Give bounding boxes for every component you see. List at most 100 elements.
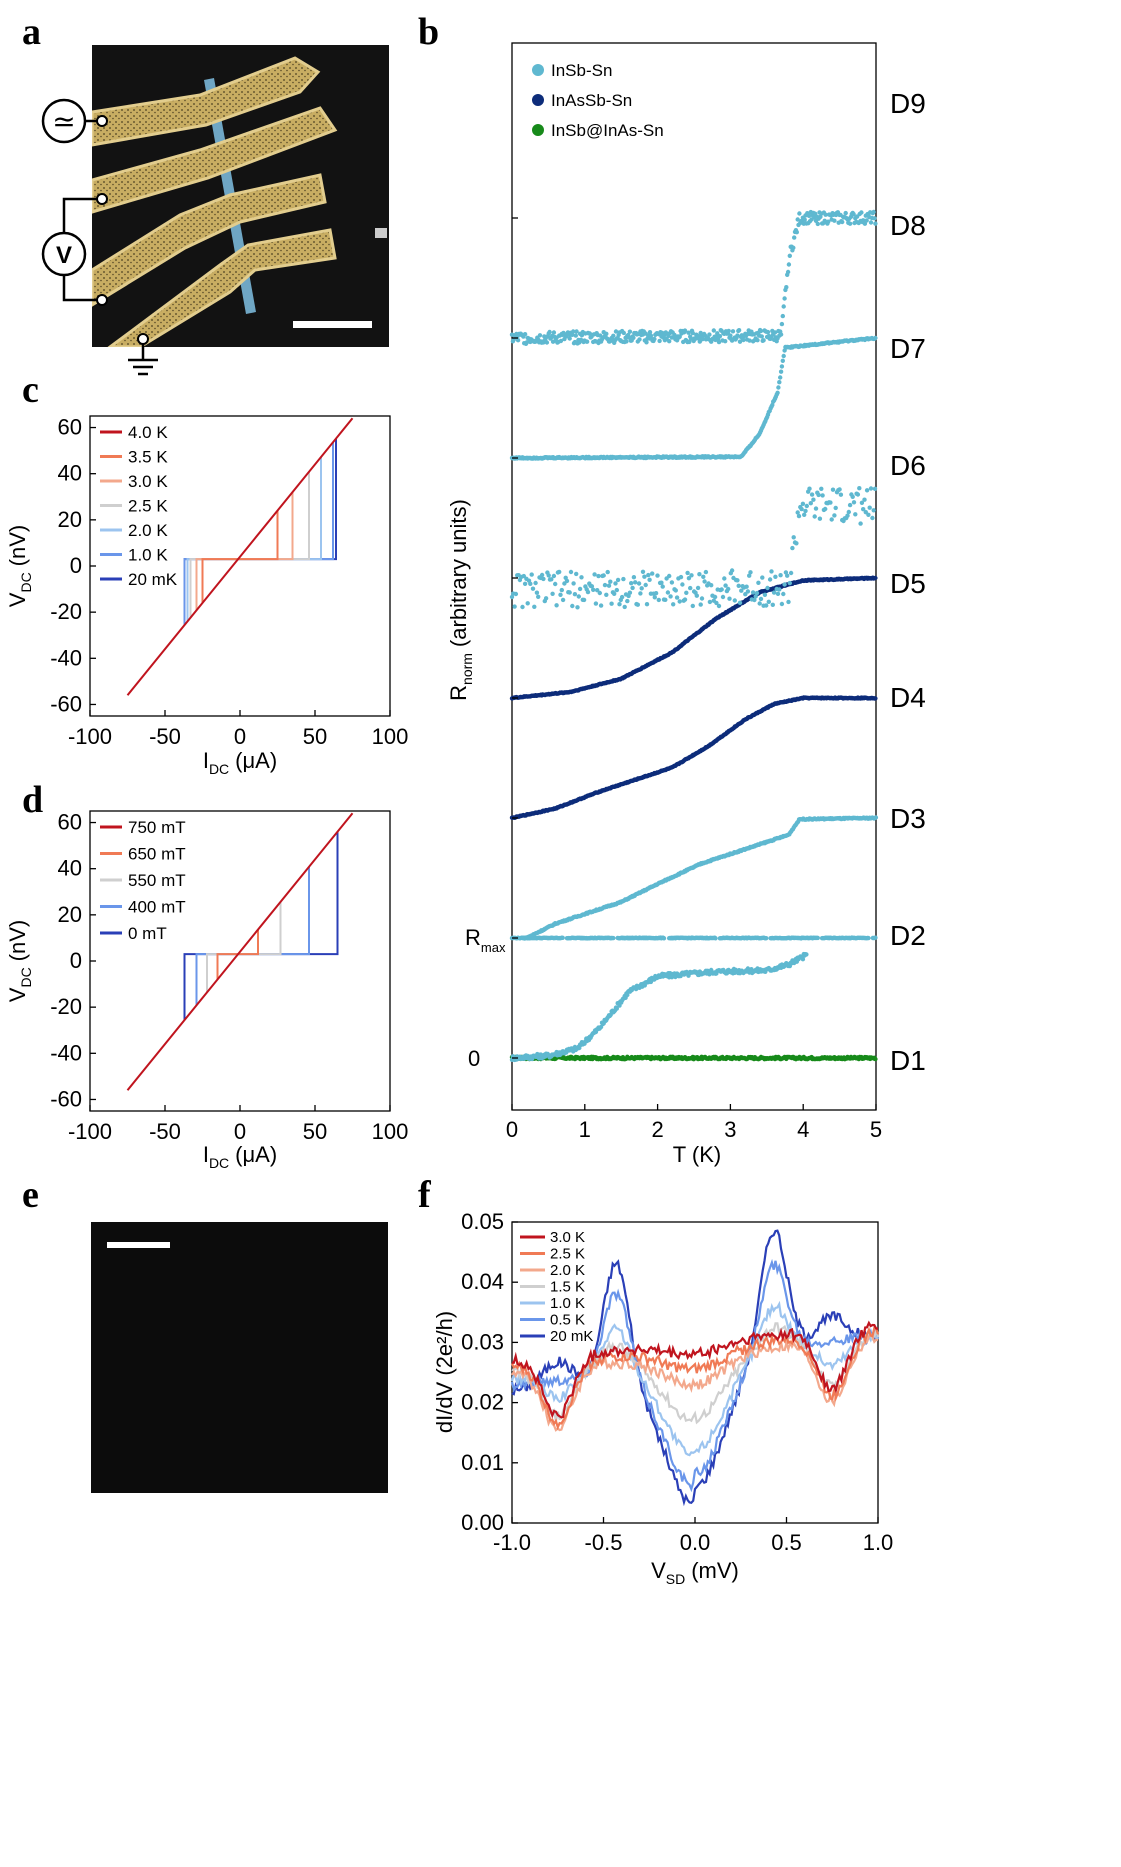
data-point-D7 (532, 604, 537, 609)
y-tick-label: 0 (70, 948, 82, 973)
data-point-D7 (597, 590, 602, 596)
data-point-D7 (709, 583, 714, 588)
data-point-D9 (558, 338, 564, 344)
data-point-D9 (690, 330, 695, 336)
data-point-D7 (593, 601, 599, 606)
series-line-20-mK (511, 1229, 879, 1507)
data-point-D7 (767, 577, 773, 582)
y-tick-label: 0.03 (461, 1329, 504, 1354)
legend-label: 400 mT (128, 898, 186, 917)
data-point-D7 (757, 601, 762, 606)
data-point-D7 (783, 570, 789, 575)
data-point-D7 (777, 587, 782, 592)
y-axis-label-c: VDC(nV) (5, 525, 34, 607)
data-point-D9 (652, 336, 657, 342)
data-point-D7 (612, 591, 617, 596)
data-point-D9 (761, 338, 766, 343)
data-point-D7 (756, 580, 761, 585)
data-point-D7 (699, 596, 705, 601)
data-point-D9 (726, 328, 731, 334)
device-label-D9: D9 (890, 88, 926, 119)
data-point-D9 (544, 340, 550, 345)
data-point-D2 (625, 992, 630, 998)
zero-annotation: 0 (468, 1046, 480, 1071)
data-point-D9 (621, 330, 626, 336)
legend-label: 3.0 K (128, 472, 168, 491)
data-point-D7 (557, 569, 562, 575)
data-point-D7 (712, 594, 718, 600)
data-point-D7 (737, 600, 743, 605)
data-point-D7 (868, 486, 874, 491)
data-point-D7 (546, 573, 551, 578)
data-point-D7 (867, 505, 872, 510)
data-point-D7 (859, 500, 865, 505)
panel-label-f: f (418, 1174, 432, 1216)
data-point-D7 (667, 573, 672, 579)
x-tick-label: 1 (579, 1117, 591, 1142)
data-point-D9 (723, 339, 728, 344)
data-point-D7 (769, 569, 774, 574)
data-point-D7 (837, 487, 842, 492)
data-point-D9 (637, 337, 642, 342)
data-point-D7 (530, 586, 536, 591)
data-point-D9 (735, 333, 740, 338)
data-point-D7 (719, 587, 724, 592)
y-tick-label: 60 (58, 810, 82, 835)
data-point-D9 (661, 333, 667, 338)
data-point-D7 (592, 572, 597, 577)
device-label-D3: D3 (890, 803, 926, 834)
data-point-D7 (550, 591, 555, 596)
data-point-D7 (631, 575, 637, 580)
contact-strip-2 (92, 106, 338, 214)
x-tick-label: 1.0 (863, 1530, 894, 1555)
data-point-D9 (832, 218, 837, 223)
data-point-D7 (688, 585, 693, 591)
data-point-D9 (716, 339, 722, 345)
data-point-D9 (772, 330, 778, 335)
data-point-D7 (851, 500, 857, 505)
data-point-D7 (817, 516, 823, 521)
data-point-D7 (533, 580, 538, 586)
device-label-D4: D4 (890, 682, 926, 713)
data-point-D7 (758, 596, 764, 602)
data-point-D7 (813, 506, 819, 511)
x-tick-label: 0.0 (680, 1530, 711, 1555)
y-tick-label: 0.02 (461, 1390, 504, 1415)
series-line-4.0-K (126, 417, 354, 696)
data-point-D8 (776, 385, 781, 390)
data-point-D3 (713, 936, 718, 941)
data-point-D7 (630, 585, 635, 591)
data-point-D7 (619, 594, 625, 600)
data-point-D7 (695, 585, 701, 591)
data-point-D7 (639, 586, 644, 591)
data-point-D7 (732, 598, 737, 603)
data-point-D7 (509, 594, 515, 600)
data-point-D7 (735, 578, 740, 583)
data-point-D7 (660, 584, 665, 589)
data-point-D7 (781, 591, 786, 597)
data-point-D7 (529, 572, 534, 577)
data-point-D9 (840, 219, 845, 225)
data-point-D7 (642, 574, 647, 579)
data-point-D7 (602, 582, 608, 588)
data-point-D7 (803, 508, 808, 514)
data-point-D7 (668, 594, 673, 599)
data-point-D7 (647, 577, 652, 582)
data-point-D9 (551, 330, 557, 335)
r-max-annotation: Rmax (465, 925, 506, 955)
data-point-D7 (796, 513, 802, 519)
data-point-D7 (560, 597, 566, 603)
x-tick-label: -100 (68, 724, 112, 749)
data-point-D7 (779, 601, 785, 607)
data-point-D7 (643, 582, 648, 588)
data-point-D7 (625, 598, 630, 604)
y-tick-label: 0.01 (461, 1450, 504, 1475)
data-point-D7 (543, 596, 549, 601)
legend-label: InSb@InAs-Sn (551, 121, 664, 140)
data-point-D7 (549, 577, 554, 582)
data-point-D9 (778, 332, 784, 337)
data-point-D8 (781, 353, 786, 359)
data-point-D7 (553, 581, 558, 587)
data-point-D7 (764, 603, 769, 608)
data-point-D7 (629, 581, 634, 586)
